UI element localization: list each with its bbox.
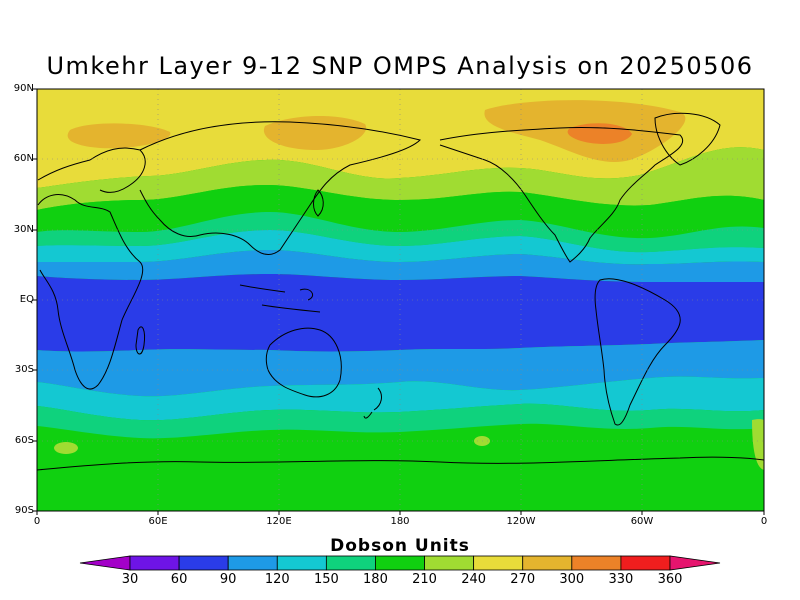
colorbar-tick-label: 150 bbox=[313, 572, 339, 587]
lon-tick-label: 180 bbox=[390, 516, 410, 527]
colorbar-swatch bbox=[375, 555, 425, 571]
coastlines bbox=[37, 112, 764, 471]
lat-tick-label: 90S bbox=[14, 505, 34, 516]
band-north-210 bbox=[37, 184, 764, 239]
colorbar-tick-label: 300 bbox=[559, 572, 585, 587]
colorbar-swatch bbox=[276, 555, 327, 571]
colorbar-tick-label: 30 bbox=[121, 572, 139, 587]
colorbar-tick-label: 330 bbox=[608, 572, 634, 587]
colorbar-swatch bbox=[473, 555, 524, 571]
colorbar-swatch bbox=[178, 555, 229, 571]
lon-tick-label: 120W bbox=[506, 516, 536, 527]
band-north-300b bbox=[263, 115, 367, 150]
ozone-field bbox=[37, 89, 764, 511]
colorbar-arrow-low bbox=[79, 555, 131, 571]
lon-tick-label: 60W bbox=[630, 516, 654, 527]
colorbar-tick-label: 240 bbox=[461, 572, 487, 587]
lat-tick-label: 30S bbox=[14, 364, 34, 375]
band-south-120 bbox=[37, 340, 764, 397]
band-north-300c bbox=[67, 123, 171, 149]
plot-title: Umkehr Layer 9-12 SNP OMPS Analysis on 2… bbox=[46, 52, 754, 80]
lon-tick-label: 0 bbox=[33, 516, 41, 527]
graticule bbox=[37, 89, 764, 511]
south-240-edge bbox=[752, 419, 764, 470]
band-equator-90 bbox=[37, 274, 764, 352]
band-north-150 bbox=[37, 230, 764, 265]
colorbar-swatch bbox=[571, 555, 622, 571]
band-south-180 bbox=[37, 403, 764, 439]
colorbar-tick-label: 120 bbox=[264, 572, 290, 587]
lon-tick-label: 0 bbox=[760, 516, 768, 527]
colorbar bbox=[79, 555, 721, 571]
colorbar-swatch bbox=[620, 555, 671, 571]
lon-tick-label: 120E bbox=[266, 516, 292, 527]
colorbar-tick-label: 60 bbox=[170, 572, 188, 587]
colorbar-tick-label: 210 bbox=[412, 572, 437, 587]
colorbar-tick-label: 180 bbox=[363, 572, 388, 587]
band-north-180 bbox=[37, 212, 764, 253]
band-north-240 bbox=[37, 147, 764, 210]
band-north-120 bbox=[37, 250, 764, 282]
lat-tick-label: EQ bbox=[19, 294, 34, 305]
colorbar-swatch bbox=[325, 555, 376, 571]
colorbar-swatch bbox=[227, 555, 278, 571]
colorbar-tick-label: 360 bbox=[657, 572, 683, 587]
colorbar-tick-label: 90 bbox=[219, 572, 237, 587]
colorbar-swatch bbox=[129, 555, 180, 571]
colorbar-title: Dobson Units bbox=[330, 536, 470, 556]
lat-tick-label: 60N bbox=[13, 153, 34, 164]
colorbar-tick-label: 270 bbox=[510, 572, 536, 587]
lat-tick-label: 30N bbox=[13, 224, 34, 235]
band-south-150 bbox=[37, 376, 764, 421]
colorbar-swatch bbox=[522, 555, 573, 571]
lat-tick-label: 90N bbox=[13, 83, 34, 94]
colorbar-swatch bbox=[424, 555, 475, 571]
lon-tick-label: 60E bbox=[148, 516, 168, 527]
south-240-spot-a bbox=[54, 442, 78, 454]
colorbar-arrow-high bbox=[669, 555, 721, 571]
lat-tick-label: 60S bbox=[14, 435, 34, 446]
tick-marks bbox=[33, 88, 765, 515]
